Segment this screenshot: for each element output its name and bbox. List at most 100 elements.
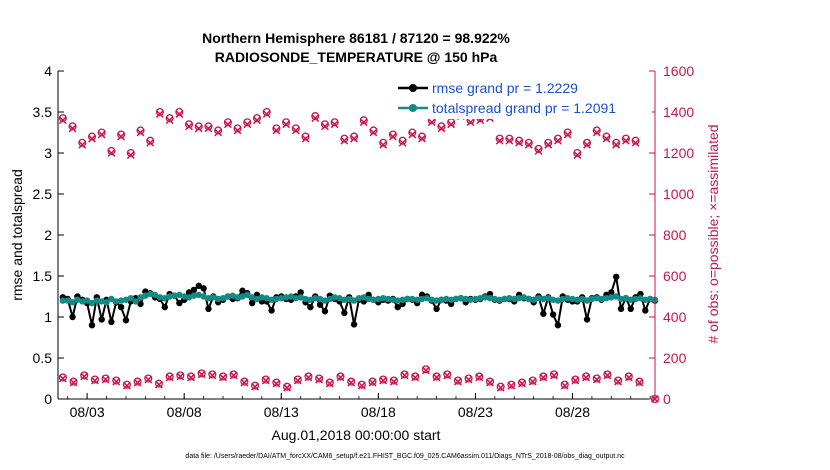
obs-possible-point [369,126,378,135]
obs-possible-point [304,372,313,381]
legend: rmse grand pr = 1.2229 totalspread grand… [394,77,652,119]
totalspread-point [132,298,139,305]
rmse-point [642,307,649,314]
obs-assimilated-point [612,140,621,149]
x-tick-label: 08/28 [555,404,590,420]
y-right-tick-label: 1400 [663,104,694,120]
obs-possible-point [154,379,164,388]
obs-possible-point [126,148,135,158]
obs-possible-point [325,378,334,387]
totalspread-point [578,295,586,303]
chart-frame-layer [58,71,655,399]
obs-assimilated-point [582,373,591,382]
obs-assimilated-point [553,136,562,145]
totalspread-point [443,295,450,303]
obs-assimilated-point [204,124,213,133]
obs-possible-point [336,372,345,381]
totalspread-point [612,293,620,300]
rmse-point [394,303,401,311]
totalspread-point [176,291,183,299]
totalspread-point [588,295,596,303]
totalspread-point [244,291,251,299]
obs-assimilated-point [133,378,142,387]
obs-assimilated-point [418,134,426,143]
rmse-point [350,321,358,328]
obs-assimilated-point [187,373,195,382]
obs-possible-point [58,114,67,123]
totalspread-point [127,294,135,302]
totalspread-point [248,294,256,301]
totalspread-point [292,294,300,302]
totalspread-point [399,296,406,303]
obs-assimilated-point [368,378,377,387]
obs-possible-point [563,128,572,137]
totalspread-point [423,294,431,302]
totalspread-point [520,294,528,301]
obs-possible-point [165,114,174,123]
y-left-tick-label: 1 [44,309,52,325]
totalspread-point [452,295,460,303]
totalspread-point [190,292,198,299]
obs-possible-point [155,107,164,117]
obs-assimilated-point [495,136,504,145]
totalspread-point [637,294,644,302]
totalspread-point [93,297,101,304]
obs-assimilated-point [592,128,601,137]
obs-assimilated-point [411,373,420,382]
totalspread-point [433,297,440,304]
legend-spread-label: totalspread grand pr = 1.2091 [432,100,616,116]
obs-assimilated-point [350,134,359,143]
obs-assimilated-point [379,376,388,385]
rmse-point [433,305,440,312]
y-right-tick-label: 200 [663,350,687,366]
obs-assimilated-point [262,110,271,118]
rmse-point [137,300,144,308]
obs-possible-point [320,120,330,129]
series-lines [59,273,659,329]
obs-assimilated-point [432,373,441,382]
obs-assimilated-point [325,379,334,388]
totalspread-point [156,294,164,301]
obs-assimilated-point [621,136,630,145]
obs-possible-point [293,375,302,384]
obs-assimilated-point [240,378,249,387]
obs-assimilated-point [197,370,206,379]
obs-possible-point [411,372,420,381]
obs-assimilated-point [400,371,409,380]
obs-possible-point [453,376,462,385]
obs-assimilated-point [496,383,505,392]
obs-possible-point [186,372,196,381]
obs-possible-point [122,380,131,389]
totalspread-point [389,296,397,303]
totalspread-point [171,292,178,299]
x-tick-label: 08/13 [264,404,299,420]
y-left-tick-label: 2.5 [33,186,53,202]
obs-assimilated-point [550,371,558,380]
obs-possible-point [90,375,99,384]
rmse-point [549,311,557,318]
obs-possible-point [421,365,430,374]
totalspread-point [646,295,654,303]
obs-possible-point [311,112,320,121]
obs-possible-point [549,370,559,379]
obs-assimilated-point [369,128,378,137]
obs-assimilated-point [524,140,533,149]
obs-possible-point [544,138,553,147]
obs-possible-point [635,377,644,386]
obs-assimilated-point [631,138,640,147]
totalspread-point [370,296,377,303]
rmse-point [316,301,324,308]
obs-possible-point [204,122,213,131]
totalspread-point [501,295,508,303]
obs-possible-point [612,138,621,147]
obs-possible-point [614,376,623,385]
obs-possible-point [101,374,110,383]
rmse-point [297,289,304,296]
obs-assimilated-point [357,381,366,390]
obs-assimilated-point [379,140,388,149]
obs-possible-point [592,126,601,135]
totalspread-point [214,295,222,303]
obs-possible-point [117,130,126,139]
axes: 08/03 08/08 08/13 08/18 08/23 08/28 0 0.5 1 1.5 2 2… [33,63,695,420]
obs-possible-point [464,374,473,383]
